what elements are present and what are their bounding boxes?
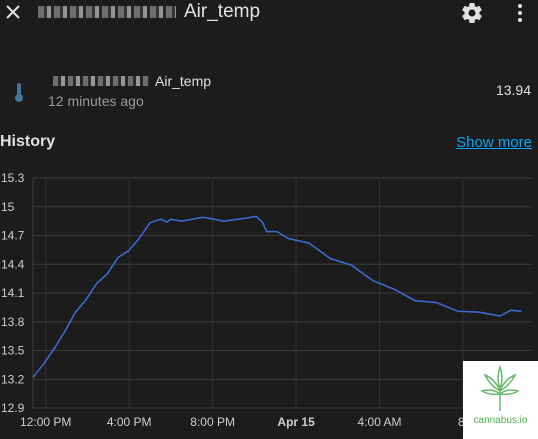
watermark-label: cannabus.io <box>473 415 528 426</box>
y-tick-label: 12.9 <box>1 401 25 415</box>
entity-state-value: 13.94 <box>495 82 531 98</box>
y-tick-label: 13.2 <box>1 372 25 386</box>
entity-name: Air_temp <box>53 71 211 91</box>
y-tick-label: 13.5 <box>1 344 25 358</box>
history-chart[interactable]: 15.3 15 14.7 14.4 14.1 13.8 13.5 13.2 12.9 12:00… <box>0 168 538 439</box>
y-tick-label: 14.4 <box>1 257 25 271</box>
x-tick-label: Apr 15 <box>277 415 315 429</box>
x-tick-label: 12:00 PM <box>20 415 71 429</box>
dialog-title: Air_temp <box>38 0 260 24</box>
thermometer-icon <box>15 83 23 102</box>
series-line[interactable] <box>32 215 522 378</box>
gear-icon[interactable] <box>460 1 484 25</box>
dialog-title-text: Air_temp <box>184 1 261 22</box>
close-icon[interactable] <box>3 2 23 22</box>
show-more-link[interactable]: Show more <box>456 134 532 151</box>
y-tick-label: 14.1 <box>1 286 25 300</box>
cannabus-watermark: cannabus.io <box>463 361 538 439</box>
y-tick-label: 13.8 <box>1 315 25 329</box>
cannabis-leaf-icon <box>480 364 520 411</box>
y-tick-label: 15.3 <box>1 171 25 185</box>
history-heading: History <box>0 133 56 150</box>
x-tick-label: 4:00 AM <box>358 415 402 429</box>
entity-name-text: Air_temp <box>155 73 212 89</box>
redacted-entity-prefix <box>53 76 149 86</box>
dialog-header: Air_temp <box>0 0 538 26</box>
x-tick-label: 8:00 PM <box>190 415 235 429</box>
y-tick-label: 14.7 <box>1 229 25 243</box>
entity-last-changed: 12 minutes ago <box>48 93 144 109</box>
more-vertical-icon[interactable] <box>510 1 530 25</box>
redacted-entity-prefix <box>38 6 176 18</box>
x-tick-label: 8: <box>458 415 468 429</box>
y-tick-label: 15 <box>1 200 15 214</box>
x-tick-label: 4:00 PM <box>107 415 152 429</box>
